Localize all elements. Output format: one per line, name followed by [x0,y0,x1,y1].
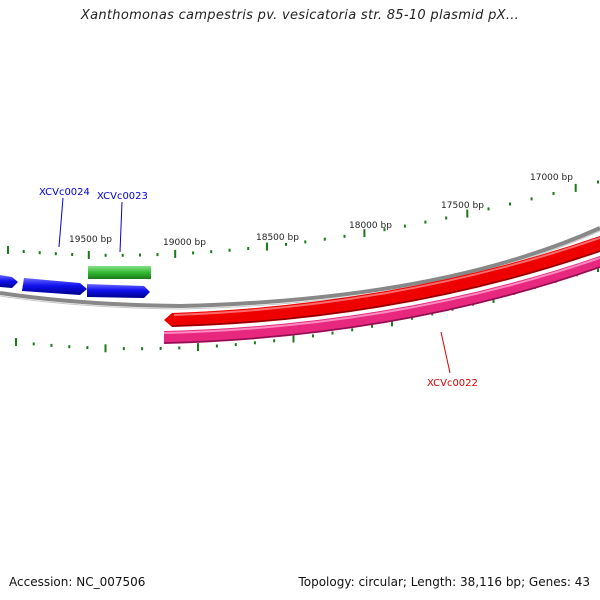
genes-value: 43 [574,575,590,589]
pink-feature-band[interactable] [164,256,600,344]
cds-xcvc0024[interactable] [22,278,87,295]
scale-label-17500: 17500 bp [441,201,484,211]
pink-feature-highlight [163,257,600,334]
length-value: 38,116 bp [460,575,522,589]
scale-label-19000: 19000 bp [163,238,206,248]
accession-label: Accession: [9,575,73,589]
leader-xcvc0024 [58,197,64,248]
cds-red-highlight [173,237,600,316]
topology-label: Topology: [298,575,355,589]
length-label: Length: [410,575,457,589]
gene-label-xcvc0024[interactable]: XCVc0024 [39,187,90,198]
green-feature[interactable] [88,266,151,279]
topology-value: circular [358,575,403,589]
scale-label-19500: 19500 bp [69,235,112,245]
genome-summary: Topology: circular; Length: 38,116 bp; G… [298,575,590,589]
scale-ticks-outer [7,180,599,259]
map-title: Xanthomonas campestris pv. vesicatoria s… [80,8,520,23]
genes-label: Genes: [528,575,571,589]
gene-label-xcvc0022[interactable]: XCVc0022 [427,378,478,389]
accession-info: Accession: NC_007506 [9,575,145,589]
accession-value: NC_007506 [76,575,146,589]
cds-red-shadow [171,250,600,327]
scale-label-18500: 18500 bp [256,233,299,243]
cds-red-band[interactable] [164,236,600,327]
leader-xcvc0023 [119,201,123,253]
leader-xcvc0022 [440,331,451,374]
scale-label-17000: 17000 bp [530,173,573,183]
gene-label-xcvc0023[interactable]: XCVc0023 [97,191,148,202]
cds-xcvc0023[interactable] [87,284,150,298]
scale-label-18000: 18000 bp [349,221,392,231]
cds-blue-partial[interactable] [0,275,18,288]
backbone-outer [0,226,600,309]
pink-feature-shadow [163,266,600,344]
